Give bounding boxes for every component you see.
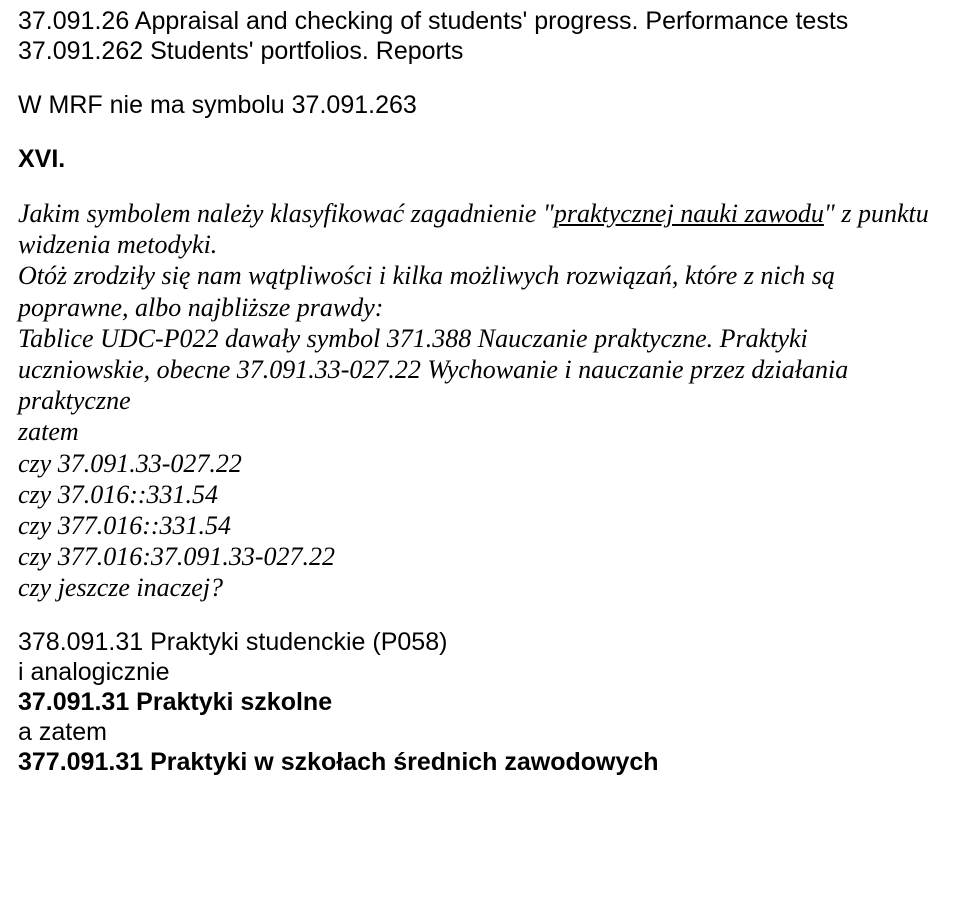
ans-student-internships: 378.091.31 Praktyki studenckie (P058) — [18, 627, 942, 657]
q-option-e: czy jeszcze inaczej? — [18, 572, 942, 603]
section-classification-entries: 37.091.26 Appraisal and checking of stud… — [18, 6, 942, 66]
q-option-b: czy 37.016::331.54 — [18, 479, 942, 510]
q-tablice: Tablice UDC-P022 dawały symbol 371.388 N… — [18, 323, 942, 417]
document-page: 37.091.26 Appraisal and checking of stud… — [0, 0, 960, 915]
q-option-c: czy 377.016::331.54 — [18, 510, 942, 541]
q-underlined-term: praktycznej nauki zawodu — [554, 199, 824, 228]
ans-analog: i analogicznie — [18, 657, 942, 687]
answer-block: 378.091.31 Praktyki studenckie (P058) i … — [18, 627, 942, 777]
q-option-d: czy 377.016:37.091.33-027.22 — [18, 541, 942, 572]
entry-portfolios: 37.091.262 Students' portfolios. Reports — [18, 36, 942, 66]
q-doubts: Otóż zrodziły się nam wątpliwości i kilk… — [18, 260, 942, 322]
ans-secondary-vocational: 377.091.31 Praktyki w szkołach średnich … — [18, 747, 942, 777]
section-number: XVI. — [18, 144, 942, 174]
note-text: W MRF nie ma symbolu 37.091.263 — [18, 90, 942, 120]
q-zatem: zatem — [18, 416, 942, 447]
ans-azatem: a zatem — [18, 717, 942, 747]
note-missing-symbol: W MRF nie ma symbolu 37.091.263 — [18, 90, 942, 120]
q-intro-a: Jakim symbolem należy klasyfikować zagad… — [18, 199, 554, 228]
entry-appraisal: 37.091.26 Appraisal and checking of stud… — [18, 6, 942, 36]
q-option-a: czy 37.091.33-027.22 — [18, 448, 942, 479]
ans-school-practice: 37.091.31 Praktyki szkolne — [18, 687, 942, 717]
roman-numeral: XVI. — [18, 144, 942, 174]
question-block: Jakim symbolem należy klasyfikować zagad… — [18, 198, 942, 603]
